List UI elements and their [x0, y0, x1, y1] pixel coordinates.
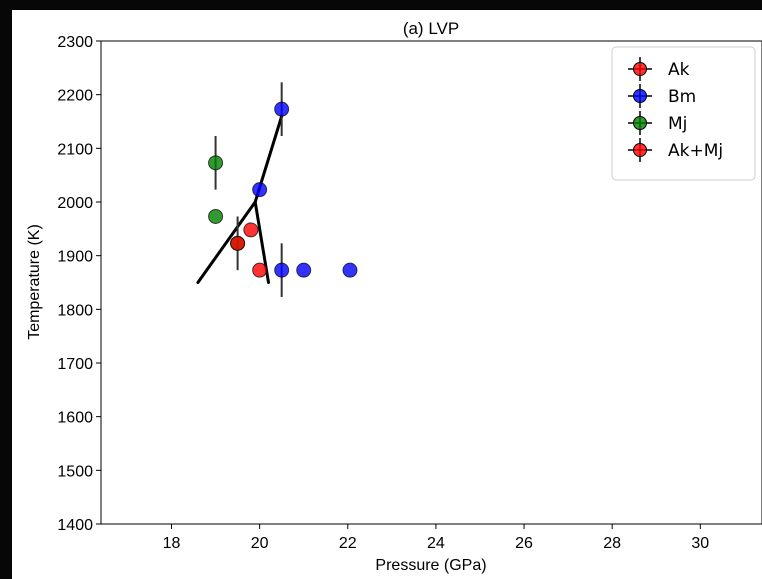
- legend-label-ak: Ak: [668, 60, 690, 80]
- x-tick-label: 30: [691, 535, 709, 552]
- data-point-ak: [252, 262, 268, 278]
- legend-label-bm: Bm: [668, 87, 696, 107]
- legend-label-mj: Mj: [668, 114, 687, 134]
- legend-marker-bm: [633, 89, 647, 103]
- y-tick-label: 2100: [57, 141, 93, 158]
- data-point-bm: [252, 182, 268, 198]
- y-tick-label: 1400: [57, 517, 93, 534]
- y-tick-label: 2300: [57, 34, 93, 51]
- data-point-ak-mj: [230, 235, 246, 251]
- x-tick-label: 20: [251, 535, 269, 552]
- y-tick-label: 2200: [57, 88, 93, 105]
- y-tick-label: 1500: [57, 463, 93, 480]
- x-tick-label: 28: [603, 535, 621, 552]
- x-tick-label: 26: [515, 535, 533, 552]
- x-tick-label: 22: [339, 535, 357, 552]
- data-point-bm: [274, 262, 290, 278]
- y-tick-label: 1600: [57, 410, 93, 427]
- x-tick-label: 18: [163, 535, 181, 552]
- y-tick-label: 1700: [57, 356, 93, 373]
- y-tick-label: 1800: [57, 302, 93, 319]
- legend-label-ak-mj: Ak+Mj: [668, 141, 723, 161]
- data-point-ak: [243, 222, 259, 238]
- data-point-mj: [208, 155, 224, 171]
- data-point-bm: [342, 262, 358, 278]
- legend-box: [611, 46, 756, 181]
- x-tick-label: 24: [427, 535, 445, 552]
- data-points: [208, 101, 358, 278]
- x-axis: 18 20 22 24 26 28 30: [163, 524, 709, 552]
- data-point-bm: [274, 101, 290, 117]
- data-point-mj: [208, 208, 224, 224]
- legend-marker-ak: [633, 62, 647, 76]
- legend-marker-ak-mj: [633, 143, 647, 157]
- legend: Ak Bm Mj Ak+Mj: [611, 46, 756, 181]
- y-tick-label: 1900: [57, 249, 93, 266]
- y-tick-label: 2000: [57, 195, 93, 212]
- legend-marker-mj: [633, 116, 647, 130]
- x-axis-label: Pressure (GPa): [375, 557, 486, 574]
- chart-title: (a) LVP: [403, 19, 459, 38]
- y-axis-label: Temperature (K): [26, 224, 43, 340]
- y-axis: 1400 1500 1600 1700 1800 1900 2000 2100 2200 2300: [57, 34, 101, 534]
- data-point-bm: [296, 262, 312, 278]
